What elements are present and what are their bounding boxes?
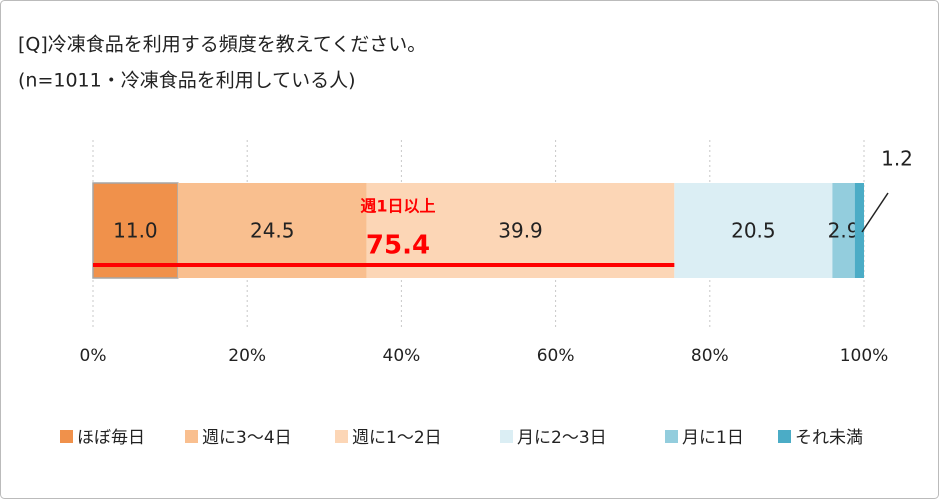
bar-segment — [92, 182, 179, 279]
x-tick-label: 60% — [537, 346, 575, 366]
legend-swatch — [665, 430, 678, 443]
annotation-value: 75.4 — [366, 231, 430, 261]
legend-swatch — [335, 430, 348, 443]
x-tick-label: 80% — [691, 346, 729, 366]
x-tick-label: 0% — [80, 346, 107, 366]
legend-label: 週に3～4日 — [202, 428, 292, 448]
chart-subtitle: (n=1011・冷凍食品を利用している人) — [18, 70, 356, 92]
legend-label: 月に1日 — [682, 428, 744, 448]
legend-label: ほぼ毎日 — [77, 428, 145, 448]
data-label: 11.0 — [113, 219, 158, 243]
bar-segment — [854, 183, 864, 278]
bar-segment — [674, 183, 833, 278]
bar-segment — [177, 183, 367, 278]
leader-line — [861, 192, 889, 233]
annotation-label: 週1日以上 — [360, 197, 435, 216]
data-label: 1.2 — [881, 147, 913, 171]
legend-swatch — [185, 430, 198, 443]
data-label: 39.9 — [498, 219, 543, 243]
bar-segment — [366, 183, 675, 278]
chart-title: [Q]冷凍食品を利用する頻度を教えてください。 — [18, 34, 426, 56]
legend-label: 月に2～3日 — [517, 428, 607, 448]
x-tick-label: 100% — [840, 346, 889, 366]
data-label: 20.5 — [731, 219, 776, 243]
bar-segment — [832, 183, 855, 278]
legend-swatch — [778, 430, 791, 443]
data-label: 24.5 — [250, 219, 295, 243]
legend-swatch — [500, 430, 513, 443]
legend-label: それ未満 — [795, 428, 863, 448]
x-tick-label: 20% — [228, 346, 266, 366]
legend-swatch — [60, 430, 73, 443]
legend-label: 週に1～2日 — [352, 428, 442, 448]
x-tick-label: 40% — [383, 346, 421, 366]
data-label: 2.9 — [828, 219, 860, 243]
